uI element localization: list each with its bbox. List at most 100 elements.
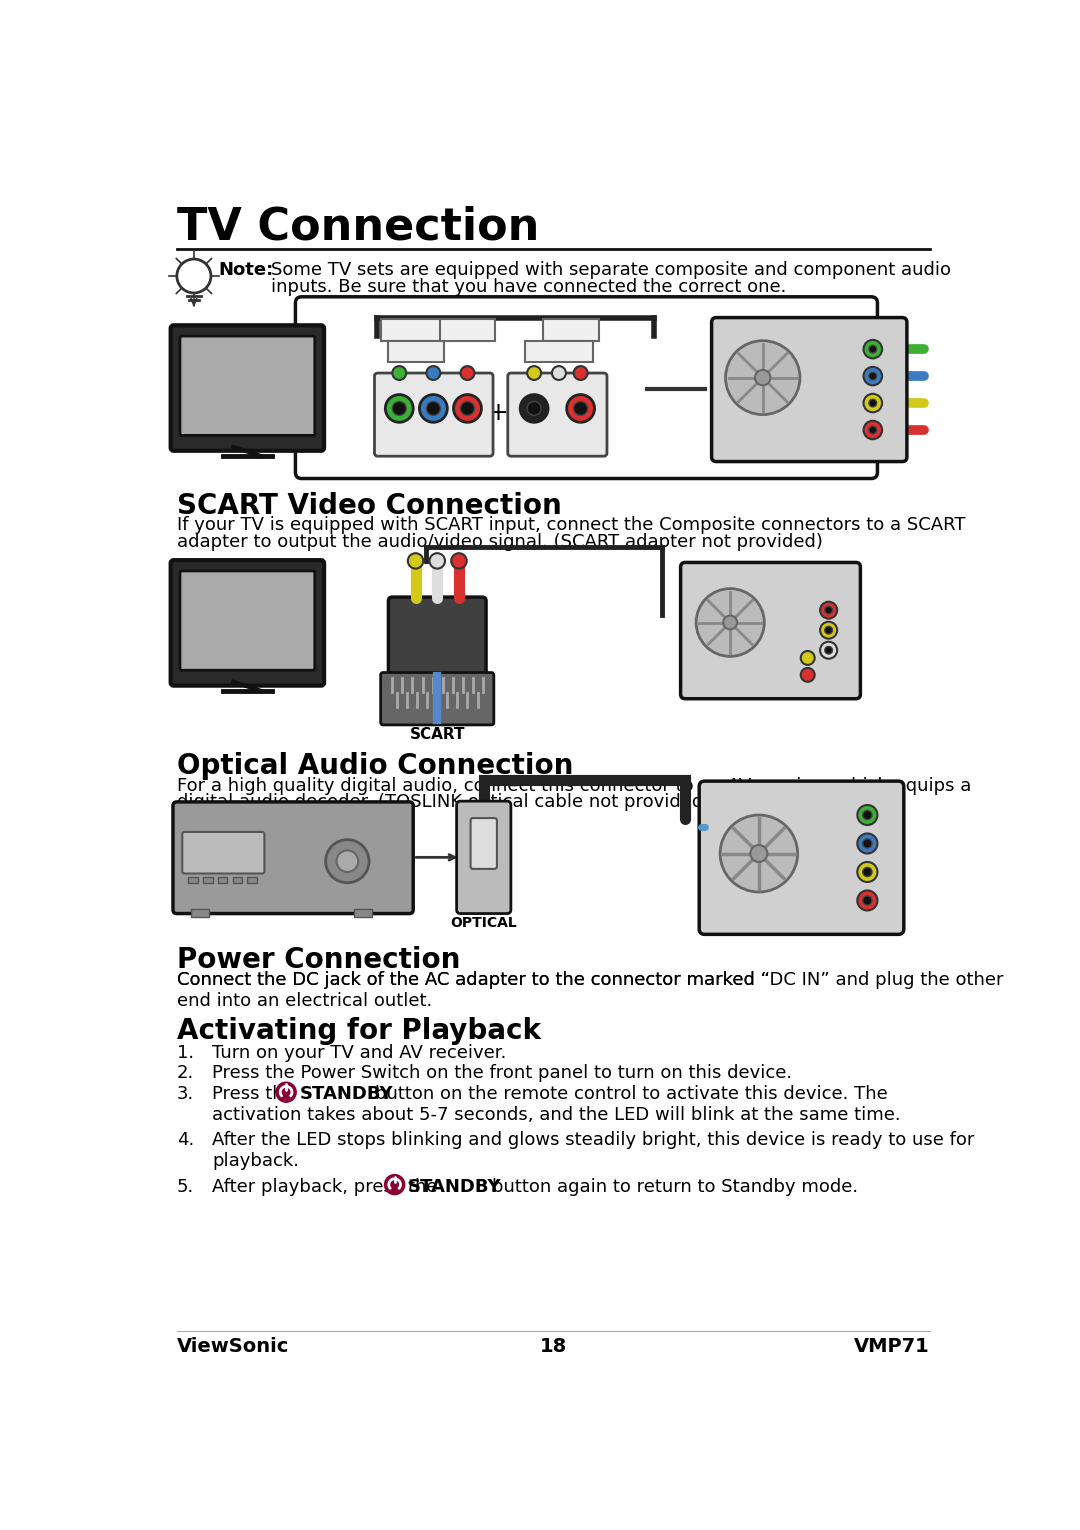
Text: Connect the DC jack of the AC adapter to the connector marked “: Connect the DC jack of the AC adapter to… bbox=[177, 970, 770, 988]
Circle shape bbox=[858, 805, 877, 825]
FancyBboxPatch shape bbox=[189, 877, 198, 883]
FancyBboxPatch shape bbox=[680, 563, 861, 699]
FancyBboxPatch shape bbox=[380, 673, 494, 725]
FancyBboxPatch shape bbox=[699, 782, 904, 935]
Circle shape bbox=[276, 1082, 296, 1102]
Text: end into an electrical outlet.: end into an electrical outlet. bbox=[177, 991, 432, 1010]
Circle shape bbox=[869, 427, 877, 435]
Text: Some TV sets are equipped with separate composite and component audio: Some TV sets are equipped with separate … bbox=[271, 260, 950, 278]
FancyBboxPatch shape bbox=[173, 802, 414, 913]
Text: Press the Power Switch on the front panel to turn on this device.: Press the Power Switch on the front pane… bbox=[213, 1065, 793, 1083]
Text: STANDBY: STANDBY bbox=[299, 1085, 393, 1103]
FancyBboxPatch shape bbox=[457, 802, 511, 913]
Text: After the LED stops blinking and glows steadily bright, this device is ready to : After the LED stops blinking and glows s… bbox=[213, 1132, 975, 1149]
Circle shape bbox=[863, 897, 872, 906]
Circle shape bbox=[820, 641, 837, 659]
FancyBboxPatch shape bbox=[171, 560, 324, 685]
Text: VMP71: VMP71 bbox=[854, 1337, 930, 1356]
Text: Y: Y bbox=[392, 428, 400, 442]
Circle shape bbox=[863, 811, 872, 820]
Circle shape bbox=[726, 341, 800, 415]
Circle shape bbox=[392, 401, 406, 415]
Circle shape bbox=[825, 646, 833, 653]
FancyBboxPatch shape bbox=[525, 341, 593, 363]
Text: 5.: 5. bbox=[177, 1178, 194, 1195]
FancyBboxPatch shape bbox=[203, 877, 213, 883]
FancyBboxPatch shape bbox=[440, 320, 496, 341]
Circle shape bbox=[720, 815, 798, 892]
Circle shape bbox=[326, 840, 369, 883]
FancyBboxPatch shape bbox=[712, 318, 907, 462]
Circle shape bbox=[573, 401, 588, 415]
Circle shape bbox=[460, 401, 474, 415]
Text: Turn on your TV and AV receiver.: Turn on your TV and AV receiver. bbox=[213, 1043, 507, 1062]
Circle shape bbox=[384, 1175, 405, 1195]
Text: Press the: Press the bbox=[213, 1085, 295, 1103]
Circle shape bbox=[386, 395, 414, 422]
Circle shape bbox=[408, 554, 423, 569]
Circle shape bbox=[419, 395, 447, 422]
Circle shape bbox=[864, 421, 882, 439]
Text: Connect the DC jack of the AC adapter to the connector marked “DC IN” and plug t: Connect the DC jack of the AC adapter to… bbox=[177, 970, 1003, 988]
Circle shape bbox=[337, 851, 359, 872]
FancyBboxPatch shape bbox=[183, 832, 265, 874]
Circle shape bbox=[864, 393, 882, 412]
Text: Blue: Blue bbox=[401, 346, 432, 360]
Text: TV Connection: TV Connection bbox=[177, 205, 539, 248]
Circle shape bbox=[825, 626, 833, 633]
Circle shape bbox=[430, 554, 445, 569]
FancyBboxPatch shape bbox=[375, 373, 494, 456]
Circle shape bbox=[755, 370, 770, 386]
Circle shape bbox=[460, 366, 474, 379]
Text: Activating for Playback: Activating for Playback bbox=[177, 1017, 541, 1045]
Text: 4.: 4. bbox=[177, 1132, 194, 1149]
Circle shape bbox=[800, 669, 814, 682]
Text: button on the remote control to activate this device. The: button on the remote control to activate… bbox=[375, 1085, 888, 1103]
Circle shape bbox=[858, 834, 877, 854]
Circle shape bbox=[552, 366, 566, 379]
Text: adapter to output the audio/video signal. (SCART adapter not provided): adapter to output the audio/video signal… bbox=[177, 532, 823, 551]
Text: ViewSonic: ViewSonic bbox=[177, 1337, 289, 1356]
Text: If your TV is equipped with SCART input, connect the Composite connectors to a S: If your TV is equipped with SCART input,… bbox=[177, 516, 966, 534]
Text: Optical Audio Connection: Optical Audio Connection bbox=[177, 751, 573, 780]
Circle shape bbox=[751, 845, 768, 861]
Text: Pr: Pr bbox=[461, 428, 474, 442]
Text: STANDBY: STANDBY bbox=[408, 1178, 501, 1195]
Circle shape bbox=[697, 589, 765, 656]
Text: OPTICAL: OPTICAL bbox=[450, 916, 517, 930]
Circle shape bbox=[567, 395, 595, 422]
FancyBboxPatch shape bbox=[180, 337, 314, 436]
Circle shape bbox=[427, 366, 441, 379]
FancyBboxPatch shape bbox=[353, 909, 373, 916]
FancyBboxPatch shape bbox=[247, 877, 257, 883]
FancyBboxPatch shape bbox=[389, 341, 444, 363]
Text: +: + bbox=[487, 401, 508, 425]
FancyBboxPatch shape bbox=[232, 877, 242, 883]
Text: R: R bbox=[577, 428, 585, 442]
Circle shape bbox=[825, 606, 833, 614]
FancyBboxPatch shape bbox=[471, 819, 497, 869]
FancyBboxPatch shape bbox=[171, 326, 324, 451]
Text: digital audio decoder. (TOSLINK optical cable not provided): digital audio decoder. (TOSLINK optical … bbox=[177, 794, 711, 811]
Text: After playback, press the: After playback, press the bbox=[213, 1178, 438, 1195]
Text: Pb: Pb bbox=[426, 428, 441, 442]
Circle shape bbox=[451, 554, 467, 569]
Circle shape bbox=[864, 367, 882, 386]
Circle shape bbox=[573, 366, 588, 379]
Text: playback.: playback. bbox=[213, 1152, 299, 1170]
Text: Red: Red bbox=[558, 324, 584, 338]
Text: Red: Red bbox=[455, 324, 481, 338]
Circle shape bbox=[527, 366, 541, 379]
FancyBboxPatch shape bbox=[381, 320, 451, 341]
Text: 1.: 1. bbox=[177, 1043, 194, 1062]
Circle shape bbox=[864, 340, 882, 358]
FancyBboxPatch shape bbox=[508, 373, 607, 456]
Circle shape bbox=[820, 601, 837, 618]
Text: Power Connection: Power Connection bbox=[177, 946, 460, 975]
Circle shape bbox=[820, 621, 837, 638]
Text: L: L bbox=[530, 428, 538, 442]
Text: SCART Video Connection: SCART Video Connection bbox=[177, 491, 562, 520]
Circle shape bbox=[724, 615, 738, 629]
FancyBboxPatch shape bbox=[296, 297, 877, 479]
FancyBboxPatch shape bbox=[191, 909, 210, 916]
